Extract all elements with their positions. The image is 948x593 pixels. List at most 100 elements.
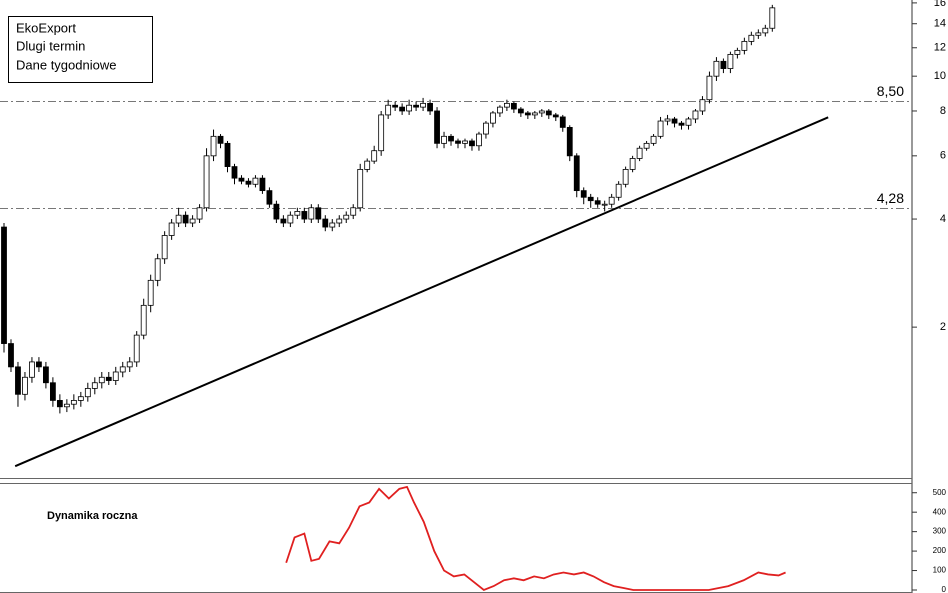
candle-body — [245, 180, 252, 185]
candle-body — [84, 388, 91, 398]
candle-body — [720, 60, 727, 69]
candle-body — [510, 102, 517, 110]
candle-body — [8, 343, 14, 368]
candle-body — [462, 140, 468, 144]
candle-body — [98, 376, 105, 384]
candle-body — [587, 196, 594, 202]
candle-body — [329, 222, 336, 228]
candle-body — [657, 120, 664, 137]
candle-body — [483, 122, 489, 135]
candle-body — [36, 361, 42, 368]
candle-body — [769, 7, 776, 29]
candle-body — [545, 110, 552, 116]
candle-body — [615, 183, 622, 198]
candle-body — [301, 211, 308, 220]
candle-body — [371, 150, 378, 162]
candle-body — [413, 104, 419, 108]
candle-body — [420, 102, 426, 108]
candle-body — [594, 200, 601, 205]
candle-body — [531, 112, 538, 116]
candle-body — [266, 190, 273, 205]
candle-body — [524, 112, 531, 116]
candle-body — [643, 142, 650, 149]
candle-body — [56, 400, 63, 408]
candle-body — [559, 116, 566, 128]
candle-body — [392, 104, 399, 108]
candle-body — [77, 396, 84, 401]
line-series — [285, 485, 786, 592]
candle-body — [497, 106, 503, 114]
candle-body — [350, 207, 357, 216]
candle-body — [91, 382, 98, 389]
candle-body — [280, 218, 287, 224]
candle-body — [608, 196, 615, 205]
candle-body — [357, 168, 364, 209]
candle-body — [273, 203, 280, 220]
candle-body — [601, 203, 608, 206]
candle-body — [755, 32, 762, 36]
candle-body — [573, 155, 580, 192]
candle-body — [490, 112, 496, 124]
candle-body — [133, 334, 140, 363]
candle-body — [119, 366, 126, 373]
candle-body — [210, 135, 217, 157]
y-tick-label: 100 — [933, 566, 947, 575]
candle-body — [685, 118, 692, 126]
candle-body — [406, 104, 413, 112]
candle-body — [43, 366, 49, 384]
candle-body — [1, 226, 7, 344]
candle-body — [112, 371, 119, 381]
candle-body — [140, 304, 147, 336]
candle-body — [434, 110, 440, 144]
legend-box — [8, 16, 153, 83]
candle-body — [678, 122, 685, 126]
candle-body — [636, 147, 643, 159]
candle-body — [664, 118, 671, 122]
candle-body — [63, 403, 70, 408]
candle-body — [168, 222, 175, 236]
candle-body — [238, 177, 245, 182]
y-tick-label: 4 — [940, 213, 946, 225]
candle-body — [364, 160, 371, 170]
panel-title: Dynamika roczna — [47, 510, 138, 522]
candle-body — [308, 207, 315, 220]
candle-body — [196, 207, 203, 220]
candle-body — [762, 27, 769, 34]
y-tick-label: 300 — [933, 527, 947, 536]
candle-body — [741, 40, 748, 51]
candle-body — [622, 168, 629, 185]
candle-body — [692, 110, 699, 120]
candle-body — [70, 400, 77, 405]
candle-body — [175, 214, 182, 224]
reference-label: 8,50 — [877, 83, 904, 99]
candle-body — [259, 177, 266, 192]
candle-body — [315, 207, 322, 220]
candle-body — [203, 155, 210, 209]
candle-body — [399, 106, 406, 112]
candle-body — [217, 135, 224, 144]
candle-body — [105, 376, 112, 381]
candle-body — [566, 127, 573, 157]
candle-body — [727, 53, 734, 69]
reference-label: 4,28 — [877, 190, 904, 206]
chart-subtitle: Dlugi termin — [16, 38, 85, 53]
candle-body — [734, 49, 741, 55]
y-tick-label: 8 — [940, 105, 946, 117]
candle-body — [748, 34, 755, 42]
y-tick-label: 12 — [934, 42, 946, 54]
candle-body — [22, 376, 28, 395]
candle-body — [469, 140, 475, 147]
candle-body — [189, 218, 196, 224]
candle-body — [126, 361, 133, 368]
y-tick-label: 2 — [940, 321, 946, 333]
candle-body — [441, 135, 447, 144]
candle-body — [538, 110, 545, 114]
candle-body — [629, 158, 636, 170]
y-tick-label: 16 — [934, 0, 946, 9]
candle-body — [671, 118, 678, 124]
candle-body — [699, 99, 706, 112]
y-tick-label: 14 — [934, 18, 946, 30]
candle-body — [343, 214, 350, 220]
